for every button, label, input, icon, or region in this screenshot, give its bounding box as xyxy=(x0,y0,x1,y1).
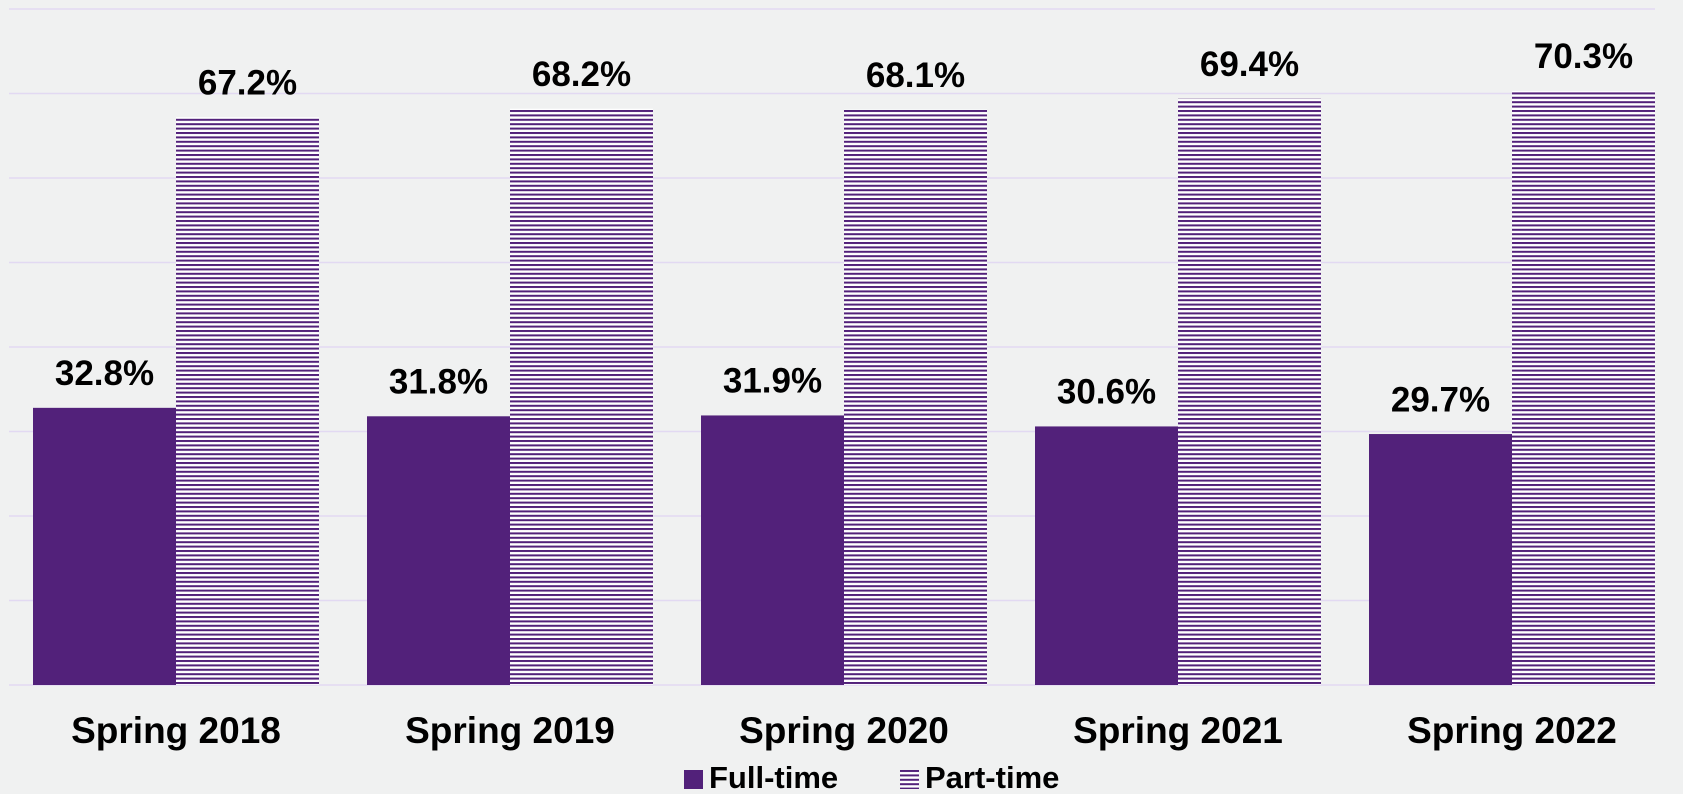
x-tick-label: Spring 2021 xyxy=(1073,710,1283,751)
bar xyxy=(844,109,987,686)
bar xyxy=(176,117,319,685)
data-label: 68.1% xyxy=(866,56,965,95)
bar xyxy=(701,415,844,685)
data-label: 68.2% xyxy=(532,55,631,94)
bar xyxy=(367,416,510,685)
bar xyxy=(1035,426,1178,685)
x-tick-label: Spring 2018 xyxy=(71,710,281,751)
data-label: 70.3% xyxy=(1534,37,1633,76)
x-tick-label: Spring 2020 xyxy=(739,710,949,751)
data-label: 31.9% xyxy=(723,362,822,401)
data-label: 30.6% xyxy=(1057,373,1156,412)
bar xyxy=(1512,90,1655,686)
x-tick-label: Spring 2019 xyxy=(405,710,615,751)
bar xyxy=(33,407,176,685)
legend-swatch xyxy=(684,770,703,789)
x-tick-label: Spring 2022 xyxy=(1407,710,1617,751)
legend-swatch xyxy=(900,770,919,789)
data-label: 31.8% xyxy=(389,363,488,402)
bar xyxy=(1178,98,1321,685)
bar xyxy=(1369,434,1512,685)
data-label: 69.4% xyxy=(1200,45,1299,84)
legend-label: Full-time xyxy=(709,760,838,794)
legend-label: Part-time xyxy=(925,760,1059,794)
data-label: 67.2% xyxy=(198,63,297,102)
data-label: 32.8% xyxy=(55,354,154,393)
bar xyxy=(510,108,653,685)
data-label: 29.7% xyxy=(1391,380,1490,419)
